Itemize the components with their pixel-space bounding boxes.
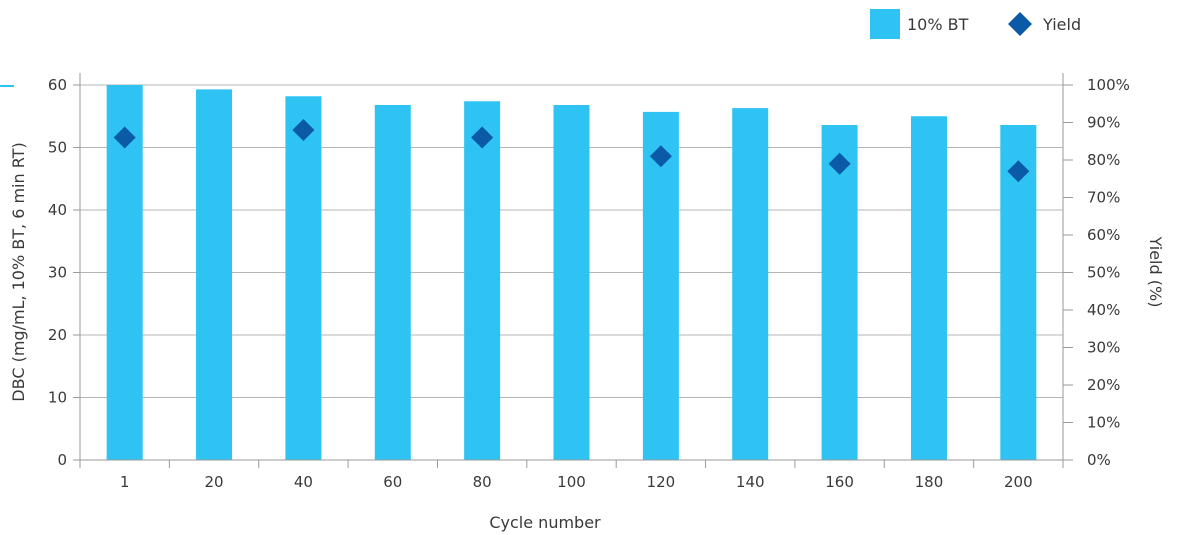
bar [910, 116, 947, 460]
y2-tick-label: 40% [1087, 301, 1120, 319]
x-tick-label: 200 [1004, 473, 1033, 491]
y2-tick-labels: 0% 10% 20% 30% 40% 50% 60% 70% 80% 90% 100% [1087, 76, 1130, 469]
yield-point [649, 145, 672, 168]
y2-tick-label: 80% [1087, 151, 1120, 169]
y2-tick-label: 50% [1087, 264, 1120, 282]
x-tick-labels: 1 20 40 60 80 100 120 140 160 180 200 [120, 473, 1033, 491]
y-tick-label: 10 [48, 389, 67, 407]
y2-tick-label: 60% [1087, 226, 1120, 244]
x-tick-label: 60 [383, 473, 402, 491]
x-tick-label: 20 [204, 473, 223, 491]
yield-point [292, 119, 315, 141]
x-tick-label: 180 [915, 473, 944, 491]
legend-label-yield: Yield [1042, 15, 1081, 34]
y2-tick-label: 0% [1087, 451, 1111, 469]
axes [73, 73, 1073, 468]
bar [732, 108, 769, 460]
yield-point [113, 126, 136, 149]
y-tick-labels: 0 10 20 30 40 50 60 [48, 76, 67, 469]
x-tick-label: 100 [557, 473, 586, 491]
x-tick-label: 80 [473, 473, 492, 491]
y2-tick-label: 10% [1087, 414, 1120, 432]
y2-tick-label: 90% [1087, 114, 1120, 132]
yield-series [113, 119, 1030, 183]
y-tick-label: 20 [48, 326, 67, 344]
y-tick-label: 0 [57, 451, 67, 469]
legend: 10% BT Yield [870, 9, 1081, 39]
bar [464, 101, 501, 460]
bar [285, 96, 322, 460]
x-tick-label: 1 [120, 473, 130, 491]
y-tick-label: 50 [48, 139, 67, 157]
bar [374, 105, 411, 460]
bar [821, 125, 858, 460]
legend-swatch-bt [870, 9, 900, 39]
y2-tick-label: 70% [1087, 189, 1120, 207]
bar [553, 105, 590, 460]
yield-point [1007, 160, 1030, 183]
x-tick-label: 140 [736, 473, 765, 491]
y-tick-label: 40 [48, 201, 67, 219]
y-tick-label: 60 [48, 76, 67, 94]
x-tick-label: 40 [294, 473, 313, 491]
bar [642, 111, 679, 460]
y2-tick-label: 20% [1087, 376, 1120, 394]
x-tick-label: 120 [647, 473, 676, 491]
bar [196, 89, 233, 460]
y2-tick-label: 30% [1087, 339, 1120, 357]
legend-diamond-icon [1008, 12, 1032, 36]
y2-tick-label: 100% [1087, 76, 1130, 94]
yield-point [471, 126, 494, 149]
y-tick-label: 30 [48, 264, 67, 282]
yield-point [828, 152, 851, 175]
x-axis-title: Cycle number [489, 513, 601, 532]
y2-axis-title: Yield (%) [1146, 236, 1165, 308]
bar-series [106, 85, 1037, 460]
y-axis-title: DBC (mg/mL, 10% BT, 6 min RT) [9, 142, 28, 401]
legend-label-bt: 10% BT [907, 15, 969, 34]
x-tick-label: 160 [825, 473, 854, 491]
